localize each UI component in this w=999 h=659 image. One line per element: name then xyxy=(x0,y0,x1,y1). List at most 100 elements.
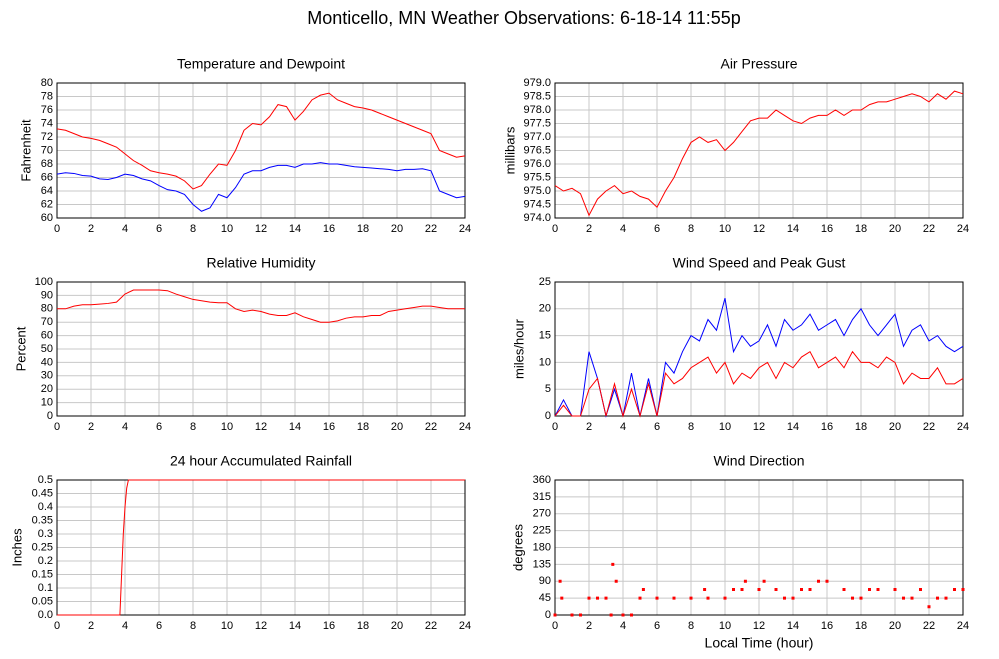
x-tick-label: 10 xyxy=(719,620,731,632)
y-axis-label: degrees xyxy=(510,524,525,571)
data-point xyxy=(689,596,693,600)
x-tick-label: 6 xyxy=(156,620,162,632)
data-point xyxy=(723,596,727,600)
subplot-title: Wind Direction xyxy=(713,453,804,469)
x-tick-label: 6 xyxy=(654,620,660,632)
data-point xyxy=(732,588,735,591)
x-tick-label: 10 xyxy=(221,620,233,632)
y-tick-label: 0.25 xyxy=(32,541,53,553)
data-point xyxy=(961,588,965,591)
y-tick-label: 0 xyxy=(47,410,53,422)
data-point xyxy=(703,588,707,591)
x-tick-label: 24 xyxy=(957,620,969,632)
data-point xyxy=(919,588,922,591)
main-title: Monticello, MN Weather Observations: 6-1… xyxy=(307,8,741,28)
x-tick-label: 16 xyxy=(821,223,833,235)
x-tick-label: 18 xyxy=(357,223,369,235)
x-tick-label: 18 xyxy=(855,620,867,632)
x-tick-label: 22 xyxy=(425,620,437,632)
y-tick-label: 60 xyxy=(41,212,53,224)
y-tick-label: 0.3 xyxy=(38,528,53,540)
x-tick-label: 2 xyxy=(88,620,94,632)
data-point xyxy=(570,613,574,617)
y-tick-label: 0 xyxy=(545,609,551,621)
x-tick-label: 12 xyxy=(753,223,765,235)
x-tick-label: 4 xyxy=(620,223,626,235)
y-tick-label: 974.5 xyxy=(523,198,551,210)
data-point xyxy=(672,596,676,600)
x-tick-label: 14 xyxy=(787,223,799,235)
subplot-title: 24 hour Accumulated Rainfall xyxy=(170,453,352,469)
x-tick-label: 16 xyxy=(323,223,335,235)
y-tick-label: 979.0 xyxy=(523,77,551,89)
y-tick-label: 0 xyxy=(545,410,551,422)
y-tick-label: 974.0 xyxy=(523,212,551,224)
x-tick-label: 0 xyxy=(552,421,558,433)
data-point xyxy=(740,588,744,591)
x-tick-label: 20 xyxy=(889,421,901,433)
data-point xyxy=(859,596,863,600)
data-point xyxy=(596,596,599,600)
y-tick-label: 0.0 xyxy=(38,609,53,621)
x-tick-label: 4 xyxy=(122,223,128,235)
x-tick-label: 22 xyxy=(425,223,437,235)
data-point xyxy=(851,596,854,600)
y-tick-label: 975.5 xyxy=(523,171,551,183)
x-tick-label: 2 xyxy=(88,421,94,433)
data-line xyxy=(56,92,466,190)
x-tick-label: 24 xyxy=(459,223,471,235)
x-tick-label: 12 xyxy=(255,223,267,235)
x-tick-label: 18 xyxy=(855,223,867,235)
y-tick-label: 135 xyxy=(533,558,551,570)
plot-frame xyxy=(56,281,466,417)
y-tick-label: 76 xyxy=(41,104,53,116)
data-point xyxy=(808,588,812,591)
y-tick-label: 100 xyxy=(35,276,53,288)
data-point xyxy=(893,588,897,591)
x-tick-label: 2 xyxy=(88,223,94,235)
x-tick-label: 16 xyxy=(323,421,335,433)
subplot-title: Relative Humidity xyxy=(207,255,316,271)
y-tick-label: 62 xyxy=(41,198,53,210)
y-tick-label: 74 xyxy=(41,117,53,129)
data-point xyxy=(614,579,618,583)
y-tick-label: 40 xyxy=(41,356,53,368)
x-tick-label: 12 xyxy=(753,421,765,433)
data-point xyxy=(706,596,710,600)
y-tick-label: 0.5 xyxy=(38,474,53,486)
x-tick-label: 24 xyxy=(957,223,969,235)
x-tick-label: 8 xyxy=(190,223,196,235)
data-point xyxy=(842,588,846,591)
x-tick-label: 4 xyxy=(620,421,626,433)
x-tick-label: 22 xyxy=(923,620,935,632)
data-point xyxy=(621,613,625,617)
x-tick-label: 10 xyxy=(719,421,731,433)
subplot-title: Air Pressure xyxy=(720,56,797,72)
x-tick-label: 4 xyxy=(122,421,128,433)
x-tick-label: 20 xyxy=(889,620,901,632)
y-tick-label: 976.0 xyxy=(523,158,551,170)
x-tick-label: 6 xyxy=(654,421,660,433)
y-tick-label: 50 xyxy=(41,343,53,355)
y-tick-label: 0.45 xyxy=(32,487,53,499)
y-tick-label: 68 xyxy=(41,158,53,170)
data-point xyxy=(558,579,562,583)
plot-frame xyxy=(554,479,964,616)
x-tick-label: 14 xyxy=(289,620,301,632)
y-tick-label: 315 xyxy=(533,491,551,503)
x-tick-label: 14 xyxy=(289,223,301,235)
y-tick-label: 20 xyxy=(539,303,551,315)
x-tick-label: 18 xyxy=(357,620,369,632)
y-tick-label: 10 xyxy=(539,356,551,368)
plot-frame xyxy=(56,82,466,219)
plot-frame xyxy=(554,82,964,219)
x-tick-label: 16 xyxy=(821,421,833,433)
x-tick-label: 22 xyxy=(923,223,935,235)
data-line xyxy=(57,289,465,323)
y-tick-label: 45 xyxy=(539,592,551,604)
y-tick-label: 978.0 xyxy=(523,104,551,116)
x-tick-label: 0 xyxy=(552,223,558,235)
x-tick-label: 4 xyxy=(620,620,626,632)
x-tick-label: 14 xyxy=(787,620,799,632)
